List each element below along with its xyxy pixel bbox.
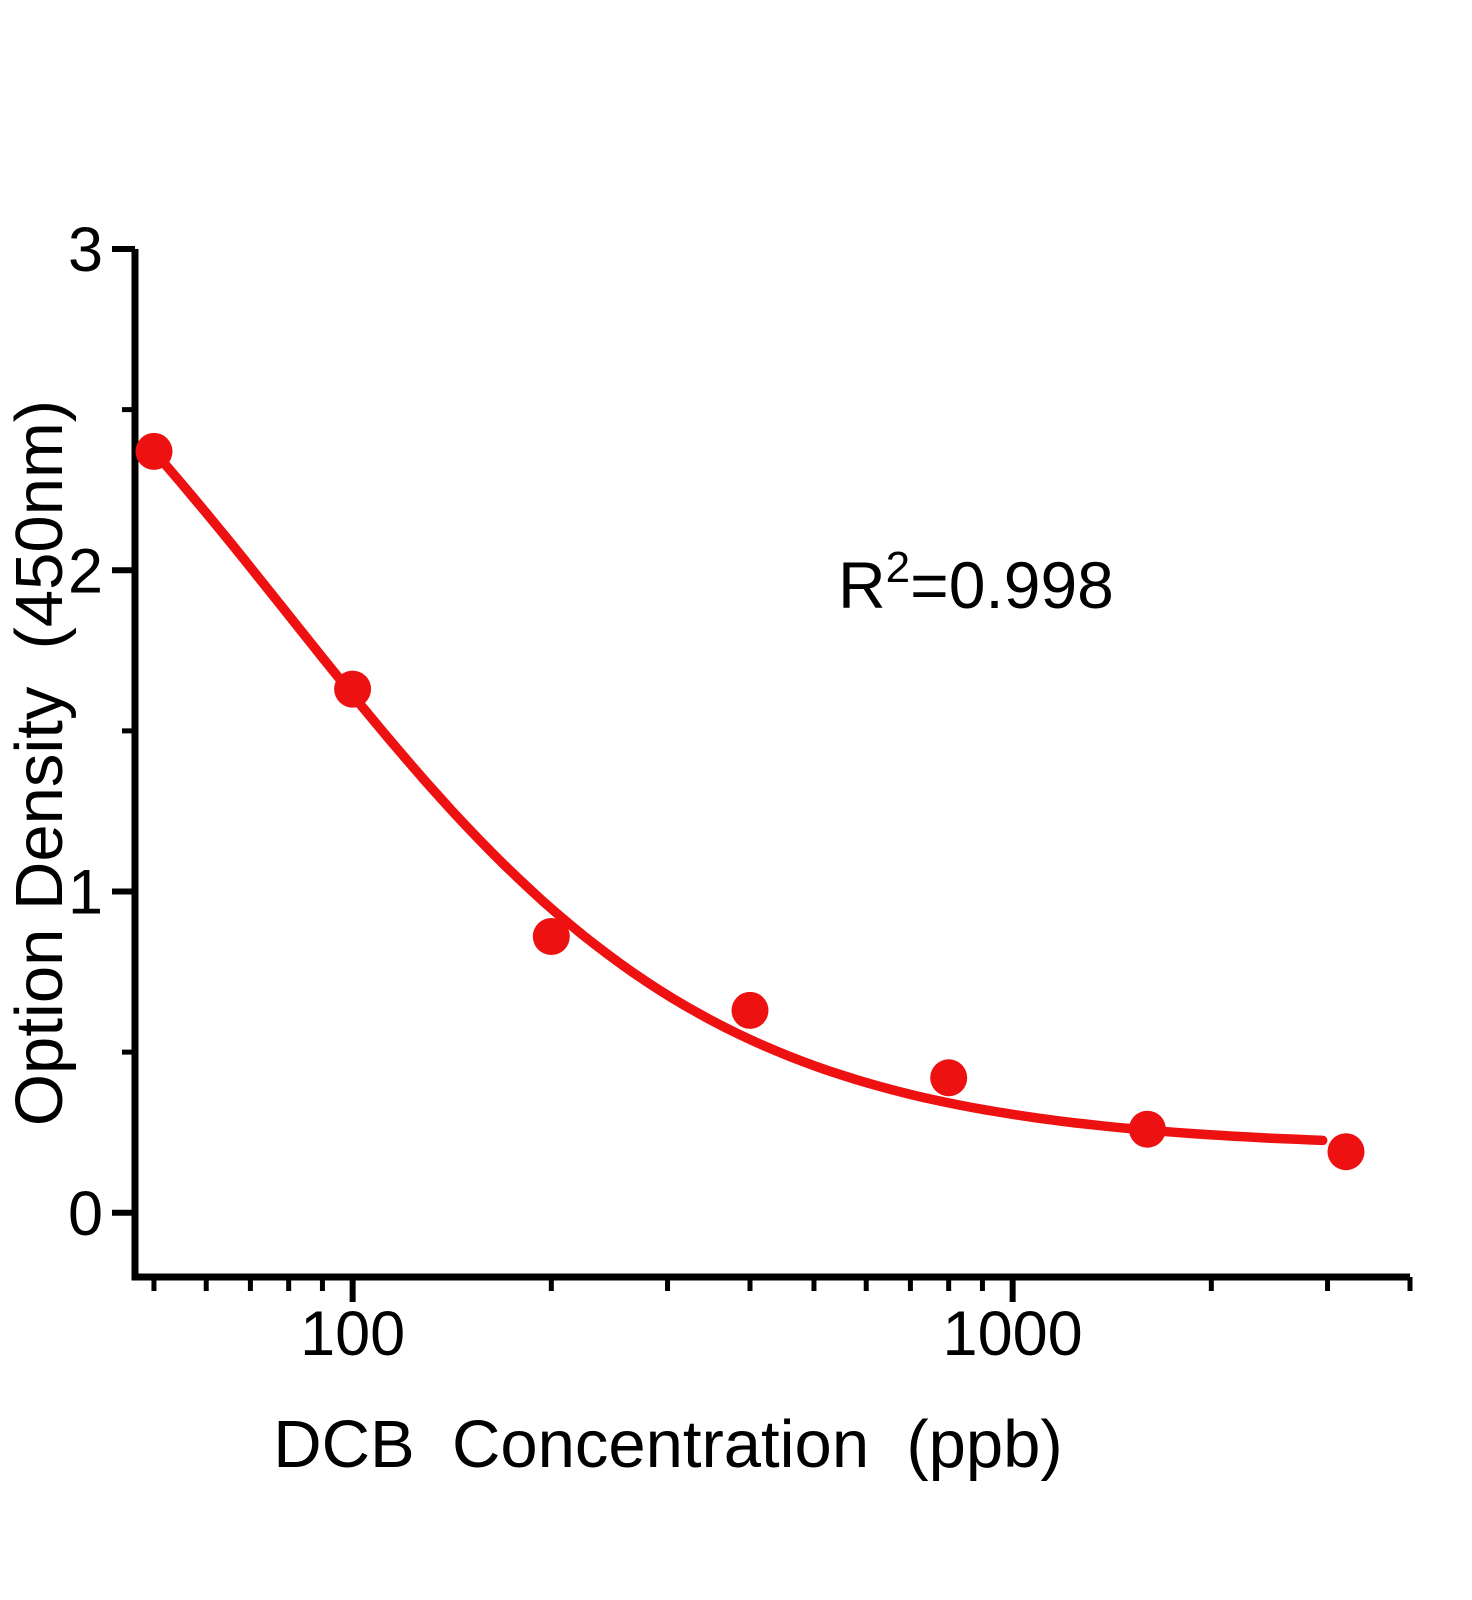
y-axis-title: Option Density (450nm) — [2, 400, 77, 1126]
data-point — [1128, 1110, 1166, 1148]
y-tick-label: 3 — [68, 215, 103, 285]
data-points — [135, 432, 1365, 1171]
data-point — [334, 670, 372, 708]
y-tick-label: 2 — [68, 536, 103, 606]
data-point — [135, 432, 173, 470]
x-tick-label: 100 — [300, 1299, 405, 1369]
data-point — [731, 991, 769, 1029]
y-tick-label: 1 — [68, 858, 103, 928]
r-squared-annotation: R2=0.998 — [838, 543, 1114, 622]
data-point — [532, 918, 570, 955]
y-tick-label: 0 — [68, 1179, 103, 1249]
data-point — [930, 1059, 968, 1097]
data-point — [1327, 1133, 1365, 1171]
axes: 0 1 2 3 100 1000 — [68, 215, 1413, 1369]
axis-spines — [131, 249, 1410, 1281]
fit-curve — [149, 446, 1328, 1146]
x-tick-label: 1000 — [943, 1299, 1083, 1369]
x-axis-title: DCB Concentration (ppb) — [273, 1407, 1062, 1482]
